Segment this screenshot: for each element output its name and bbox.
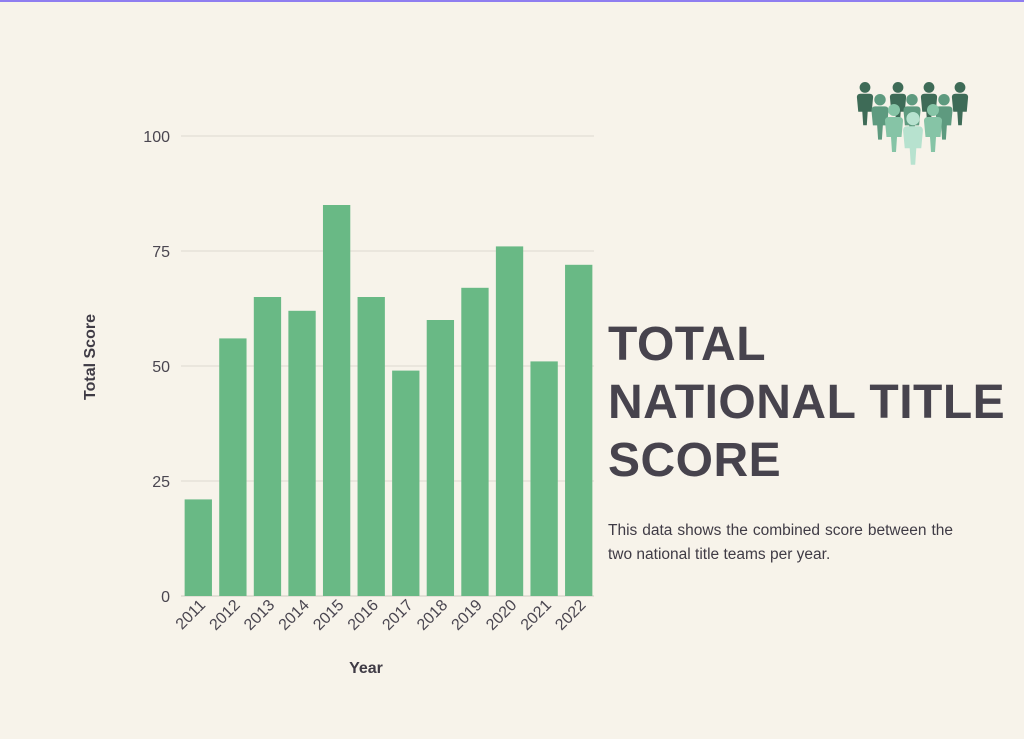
x-axis-title: Year [349,660,383,677]
x-tick-label: 2019 [449,597,486,634]
person-figure [856,82,874,126]
bar-2013 [253,297,282,596]
x-tick-label: 2016 [345,597,382,634]
bar-2019 [461,287,489,596]
person-figure [871,94,889,140]
bar-2011 [184,499,212,596]
bar-2018 [426,320,455,596]
bar-2016 [357,297,385,596]
bar-2020 [495,246,524,596]
x-tick-label: 2013 [241,597,278,634]
person-figure [903,112,923,165]
person-figure [924,104,942,152]
x-tick-label: 2014 [276,597,313,634]
y-tick-label: 25 [152,474,170,491]
bar-2015 [322,205,351,596]
y-tick-label: 100 [143,129,170,146]
x-tick-label: 2017 [379,597,416,634]
person-figure [951,82,969,126]
bar-2017 [392,370,420,596]
person-figure [935,94,953,140]
gridlines [181,135,594,597]
bar-2021 [530,361,558,596]
page-title: TOTAL NATIONAL TITLE SCORE [608,318,1006,487]
people-group-icon [856,82,969,165]
x-tick-label: 2015 [310,597,347,634]
x-tick-label: 2022 [552,597,589,634]
x-tick-label: 2011 [173,597,209,633]
person-figure [885,104,903,152]
y-tick-label: 50 [152,359,170,376]
y-tick-label: 75 [152,244,170,261]
bar-2022 [565,264,593,596]
y-tick-label: 0 [161,589,170,606]
y-axis-ticks: 0 25 50 75 100 [143,129,170,606]
x-tick-label: 2012 [207,597,244,634]
bar-2012 [219,338,247,596]
top-accent-strip [0,0,1024,2]
x-tick-label: 2020 [483,597,520,634]
x-tick-label: 2021 [518,597,555,634]
x-axis-ticks: 2011201220132014201520162017201820192020… [173,597,590,634]
y-axis-title: Total Score [82,314,99,400]
chart-description: This data shows the combined score betwe… [608,522,953,563]
bar-2014 [288,310,316,596]
x-tick-label: 2018 [414,597,451,634]
bars [184,205,593,596]
